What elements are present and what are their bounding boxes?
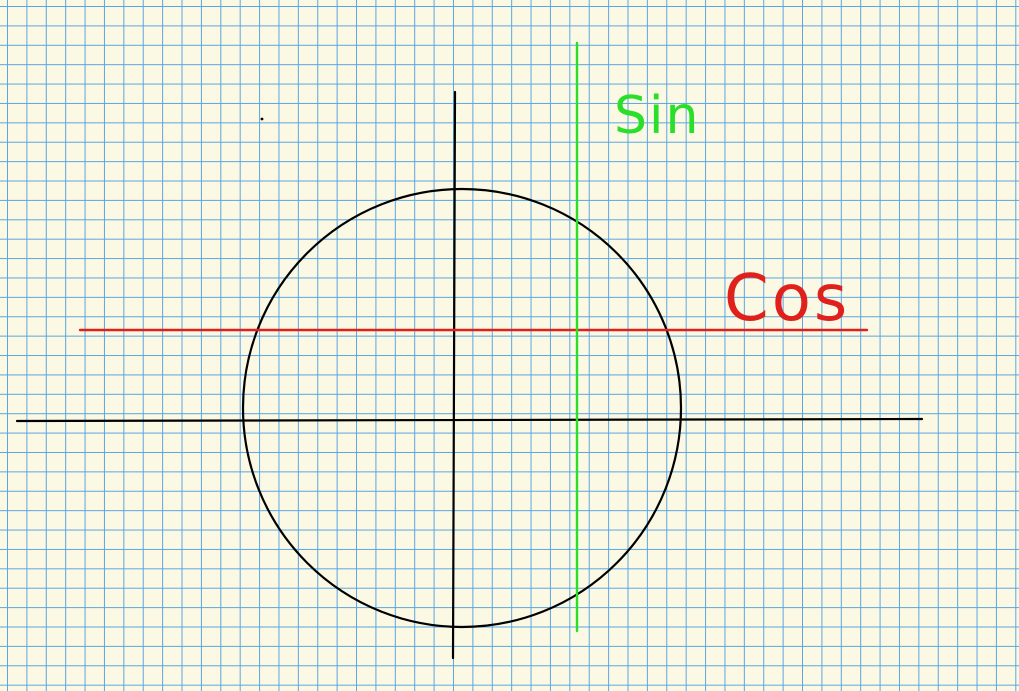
unit-circle (241, 187, 683, 629)
x-axis (15, 417, 924, 423)
stray-dot (260, 117, 264, 121)
y-axis (451, 90, 457, 660)
sin-label: Sin (614, 86, 700, 146)
cos-label: Cos (724, 262, 850, 336)
